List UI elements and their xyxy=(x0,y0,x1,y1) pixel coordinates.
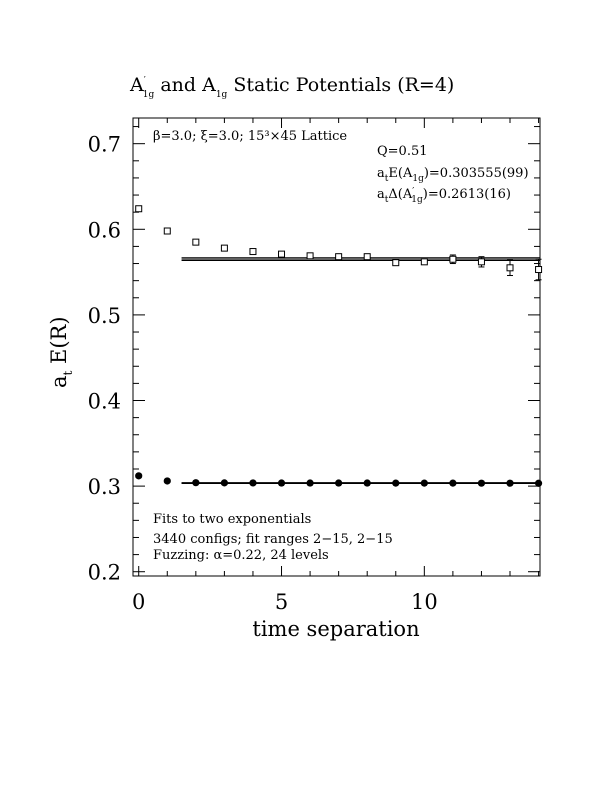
chart-title: A′ 1g and A1g Static Potentials (R=4) xyxy=(129,74,454,100)
tick-labels: 0 5 10 0.2 0.3 0.4 0.5 0.6 0.7 xyxy=(88,133,438,614)
gap-annotation: atΔ(A′ 1g)=0.2613(16) xyxy=(377,187,511,205)
data-point-square xyxy=(306,252,314,260)
y-tick-label: 0.7 xyxy=(88,133,121,157)
axis-ticks xyxy=(133,118,540,576)
fit-bands xyxy=(181,257,540,484)
data-point-square xyxy=(135,205,143,213)
data-point-square xyxy=(363,253,371,261)
data-point-circle xyxy=(477,479,486,487)
data-point-square xyxy=(420,258,428,266)
x-tick-label: 10 xyxy=(411,590,438,614)
y-tick-label: 0.3 xyxy=(88,475,121,499)
data-point-square xyxy=(220,244,228,252)
y-tick-label: 0.6 xyxy=(88,218,121,242)
q-annotation: Q=0.51 xyxy=(377,144,428,159)
data-point-circle xyxy=(420,479,428,487)
x-tick-label: 0 xyxy=(132,590,145,614)
data-point-square xyxy=(506,264,514,272)
data-point-circle xyxy=(277,479,286,487)
data-point-square xyxy=(163,227,171,235)
data-point-circle xyxy=(534,479,543,487)
data-point-square xyxy=(249,248,257,256)
energy-annotation: atE(A1g)=0.303555(99) xyxy=(377,166,529,184)
data-point-square xyxy=(449,255,457,263)
plot-frame xyxy=(132,117,541,577)
data-point-circle xyxy=(306,479,314,487)
x-axis-label: time separation xyxy=(252,617,419,641)
x-tick-label: 5 xyxy=(275,590,288,614)
fuzzing-annotation: Fuzzing: α=0.22, 24 levels xyxy=(153,548,329,563)
fits-annotation: Fits to two exponentials xyxy=(153,512,311,527)
data-point-circle xyxy=(249,479,257,487)
y-axis-label: at E(R) xyxy=(47,316,75,388)
data-point-square xyxy=(335,253,343,261)
data-point-circle xyxy=(392,479,400,487)
y-tick-label: 0.5 xyxy=(88,304,121,328)
data-point-square xyxy=(192,238,200,246)
y-tick-label: 0.2 xyxy=(88,561,121,585)
data-point-circle xyxy=(163,477,171,485)
data-point-square xyxy=(477,258,485,266)
data-points xyxy=(135,205,543,487)
y-tick-label: 0.4 xyxy=(88,390,121,414)
configs-annotation: 3440 configs; fit ranges 2−15, 2−15 xyxy=(153,532,393,547)
data-point-circle xyxy=(363,479,371,487)
lattice-annotation: β=3.0; ξ=3.0; 15³×45 Lattice xyxy=(153,129,347,144)
data-point-square xyxy=(278,250,286,258)
data-point-circle xyxy=(220,479,228,487)
data-point-circle xyxy=(135,472,143,480)
data-point-circle xyxy=(192,479,200,487)
data-point-square xyxy=(535,266,543,274)
data-point-circle xyxy=(449,479,457,487)
data-point-circle xyxy=(506,479,514,487)
data-point-circle xyxy=(335,479,343,487)
data-point-square xyxy=(392,259,400,267)
